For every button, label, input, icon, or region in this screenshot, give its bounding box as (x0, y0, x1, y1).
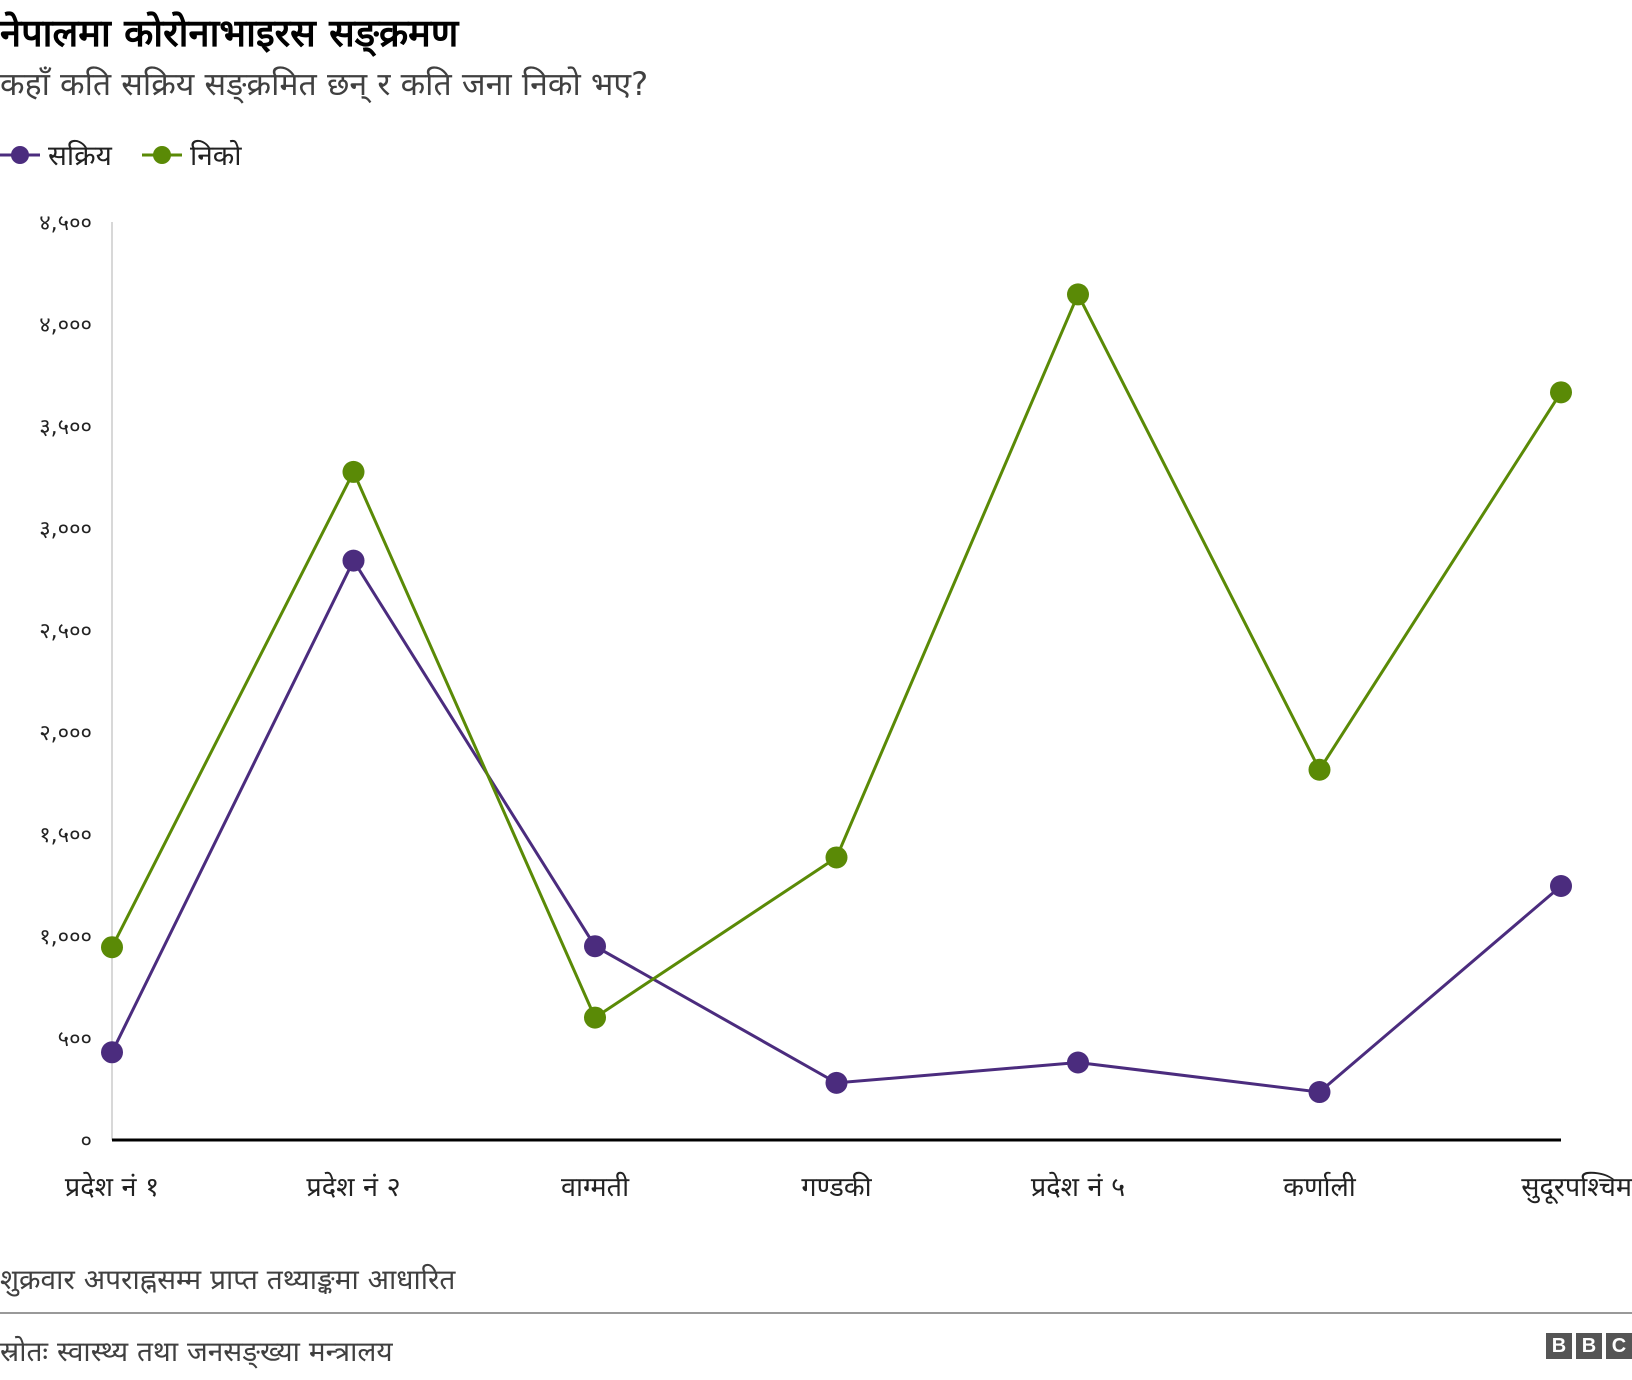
data-point-recovered (825, 846, 848, 869)
legend-label-active: सक्रिय (48, 139, 112, 172)
legend: सक्रिय निको (0, 136, 242, 174)
x-tick-label: कर्णाली (1283, 1171, 1357, 1203)
y-tick-label: ४,५०० (39, 211, 92, 236)
chart-note: शुक्रवार अपराह्नसम्म प्राप्त तथ्याङ्कमा … (0, 1263, 456, 1296)
series-line-recovered (110, 290, 1563, 1020)
x-tick-label: वाग्मती (561, 1171, 630, 1203)
chart-subtitle: कहाँ कति सक्रिय सङ्क्रमित छन् र कति जना … (0, 65, 649, 103)
line-chart: ० ५०० १,००० १,५०० २,००० २,५०० ३,००० ३,५०० ४,००० ४… (39, 211, 1632, 1204)
bbc-logo-letter: B (1546, 1333, 1572, 1359)
bbc-logo-letter: B (1576, 1333, 1602, 1359)
chart-title: नेपालमा कोरोनाभाइरस सङ्क्रमण (0, 11, 459, 55)
data-point-active (342, 549, 365, 572)
y-tick-label: ३,००० (39, 517, 92, 542)
x-tick-label: सुदूरपश्चिम (1521, 1171, 1632, 1204)
bbc-logo-letter: C (1606, 1333, 1632, 1359)
legend-item-recovered: निको (141, 136, 242, 174)
x-tick-label: प्रदेश नं २ (306, 1171, 400, 1203)
x-tick-label: प्रदेश नं ५ (1031, 1171, 1125, 1203)
data-point-recovered (101, 936, 123, 959)
data-point-active (584, 935, 606, 958)
data-point-recovered (1067, 283, 1089, 306)
data-point-active (825, 1071, 848, 1094)
source-text: स्रोतः स्वास्थ्य तथा जनसङ्ख्या मन्त्रालय (0, 1335, 393, 1368)
data-point-recovered (584, 1006, 606, 1029)
data-point-active (1067, 1051, 1089, 1074)
series-line-active (110, 557, 1562, 1094)
legend-label-recovered: निको (189, 139, 242, 172)
y-tick-label: १,५०० (39, 823, 92, 848)
legend-item-active: सक्रिय (0, 136, 112, 174)
y-tick-label: ३,५०० (39, 415, 92, 440)
legend-marker-active (0, 146, 40, 164)
bbc-logo: B B C (1546, 1333, 1632, 1359)
y-tick-label: २,००० (39, 721, 92, 746)
y-tick-label: १,००० (39, 925, 92, 950)
data-point-active (1550, 875, 1572, 898)
data-point-recovered (342, 460, 365, 483)
data-point-active (101, 1041, 123, 1064)
data-point-active (1308, 1081, 1331, 1104)
footer-divider (0, 1312, 1632, 1314)
y-tick-label: ५०० (58, 1027, 92, 1052)
x-tick-label: गण्डकी (801, 1171, 872, 1203)
data-point-recovered (1550, 381, 1572, 404)
legend-marker-recovered (141, 146, 182, 164)
y-tick-label: ० (81, 1129, 92, 1154)
y-tick-label: ४,००० (39, 313, 92, 338)
data-point-recovered (1308, 758, 1331, 781)
y-tick-label: २,५०० (39, 619, 92, 644)
x-tick-label: प्रदेश नं १ (65, 1171, 159, 1203)
